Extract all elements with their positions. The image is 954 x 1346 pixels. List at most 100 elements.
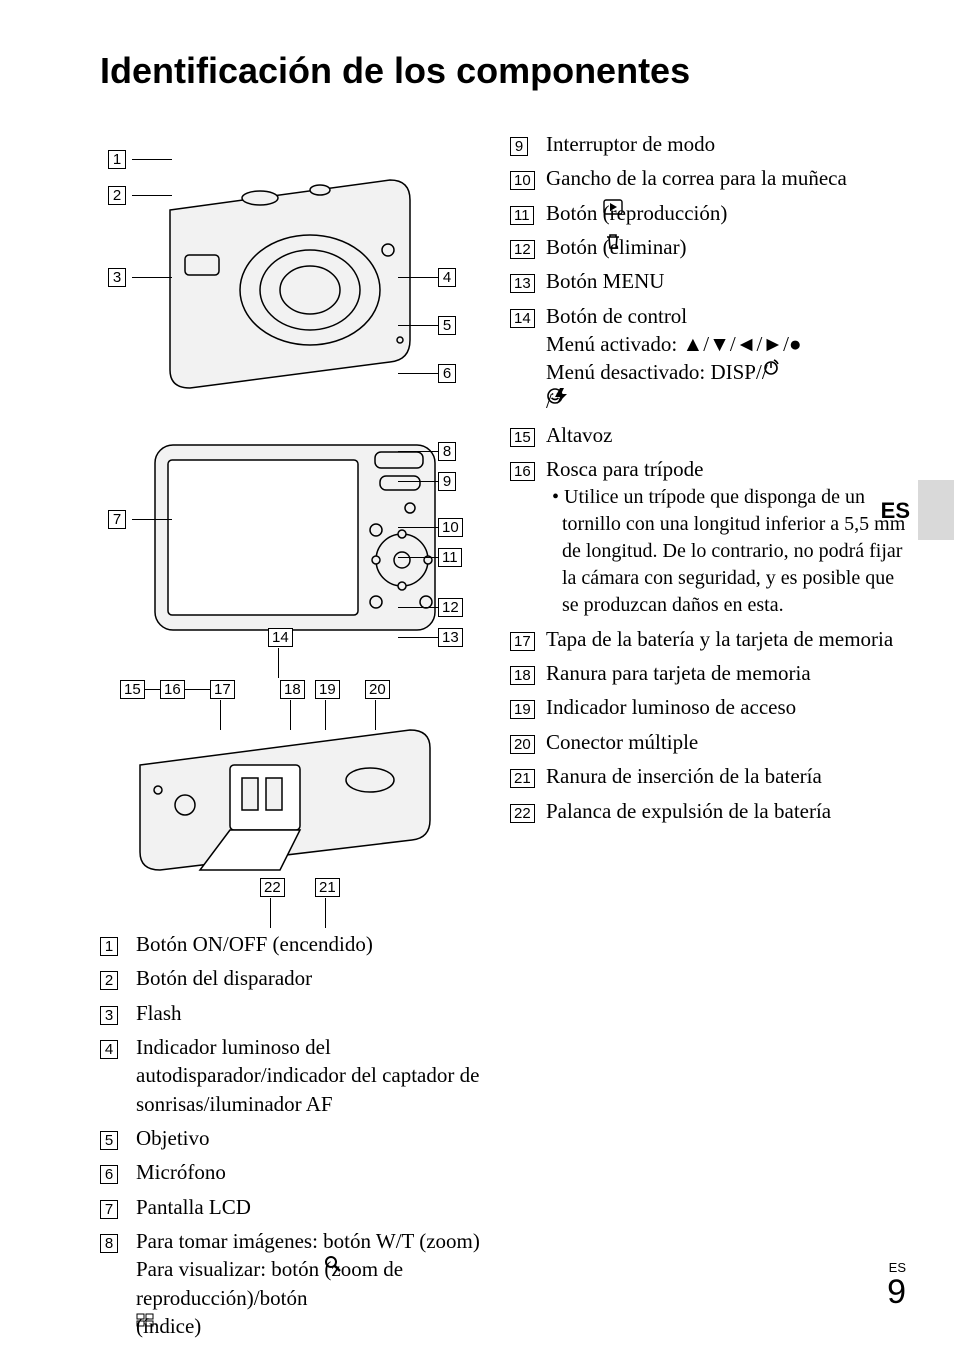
component-item-19: 19 Indicador luminoso de acceso — [510, 693, 909, 721]
item-text: Botón ON/OFF (encendido) — [136, 930, 480, 958]
item-text: Rosca para trípode Utilice un trípode qu… — [546, 455, 909, 618]
component-item-6: 6 Micrófono — [100, 1158, 480, 1186]
left-column: 12345678910111213141516171819202122 1 Bo… — [100, 120, 480, 1346]
item-number: 14 — [510, 309, 535, 328]
component-item-22: 22 Palanca de expulsión de la batería — [510, 797, 909, 825]
item-number: 18 — [510, 666, 535, 685]
camera-back-illustration — [150, 430, 440, 640]
camera-bottom-illustration — [130, 710, 440, 880]
item-text: Interruptor de modo — [546, 130, 909, 158]
item-text: Palanca de expulsión de la batería — [546, 797, 909, 825]
item-number: 7 — [100, 1200, 118, 1219]
item-number: 19 — [510, 700, 535, 719]
item-text: Tapa de la batería y la tarjeta de memor… — [546, 625, 909, 653]
item-text: Botón del disparador — [136, 964, 480, 992]
item-number: 9 — [510, 137, 528, 156]
item-text: Gancho de la correa para la muñeca — [546, 164, 909, 192]
callout-21: 21 — [315, 878, 340, 897]
item-number: 15 — [510, 428, 535, 447]
item-number: 3 — [100, 1006, 118, 1025]
callout-8: 8 — [438, 442, 456, 461]
component-list-right: 9 Interruptor de modo 10 Gancho de la co… — [510, 130, 909, 825]
callout-12: 12 — [438, 598, 463, 617]
item-text: Pantalla LCD — [136, 1193, 480, 1221]
callout-9: 9 — [438, 472, 456, 491]
component-item-18: 18 Ranura para tarjeta de memoria — [510, 659, 909, 687]
item-text: Botón (reproducción) — [546, 199, 909, 227]
item-text: Indicador luminoso del autodisparador/in… — [136, 1033, 480, 1118]
page-footer: ES 9 — [887, 1260, 906, 1309]
component-item-4: 4 Indicador luminoso del autodisparador/… — [100, 1033, 480, 1118]
content-columns: 12345678910111213141516171819202122 1 Bo… — [100, 120, 909, 1346]
item-number: 22 — [510, 804, 535, 823]
callout-5: 5 — [438, 316, 456, 335]
item-number: 17 — [510, 632, 535, 651]
component-item-11: 11 Botón (reproducción) — [510, 199, 909, 227]
item-text: Para tomar imágenes: botón W/T (zoom) Pa… — [136, 1227, 480, 1340]
camera-diagram: 12345678910111213141516171819202122 — [100, 120, 470, 920]
footer-page-number: 9 — [887, 1273, 906, 1311]
component-item-17: 17 Tapa de la batería y la tarjeta de me… — [510, 625, 909, 653]
callout-7: 7 — [108, 510, 126, 529]
callout-14: 14 — [268, 628, 293, 647]
component-item-21: 21 Ranura de inserción de la batería — [510, 762, 909, 790]
item-text: Indicador luminoso de acceso — [546, 693, 909, 721]
item-number: 20 — [510, 735, 535, 754]
item-number: 1 — [100, 937, 118, 956]
item-text: Conector múltiple — [546, 728, 909, 756]
item-text: Flash — [136, 999, 480, 1027]
page-title: Identificación de los componentes — [100, 50, 909, 92]
callout-3: 3 — [108, 268, 126, 287]
component-item-10: 10 Gancho de la correa para la muñeca — [510, 164, 909, 192]
item-number: 5 — [100, 1131, 118, 1150]
callout-10: 10 — [438, 518, 463, 537]
item-text: Micrófono — [136, 1158, 480, 1186]
component-item-16: 16 Rosca para trípode Utilice un trípode… — [510, 455, 909, 618]
callout-18: 18 — [280, 680, 305, 699]
component-item-1: 1 Botón ON/OFF (encendido) — [100, 930, 480, 958]
item-text: Ranura de inserción de la batería — [546, 762, 909, 790]
item-number: 10 — [510, 171, 535, 190]
component-item-5: 5 Objetivo — [100, 1124, 480, 1152]
item-16-note: Utilice un trípode que disponga de un to… — [546, 484, 909, 619]
item-text: Botón (eliminar) — [546, 233, 909, 261]
component-item-2: 2 Botón del disparador — [100, 964, 480, 992]
callout-17: 17 — [210, 680, 235, 699]
callout-20: 20 — [365, 680, 390, 699]
callout-1: 1 — [108, 150, 126, 169]
callout-22: 22 — [260, 878, 285, 897]
item-number: 2 — [100, 971, 118, 990]
component-item-9: 9 Interruptor de modo — [510, 130, 909, 158]
item-text: Ranura para tarjeta de memoria — [546, 659, 909, 687]
language-tab — [918, 480, 954, 540]
item-number: 12 — [510, 240, 535, 259]
callout-15: 15 — [120, 680, 145, 699]
item-number: 6 — [100, 1165, 118, 1184]
item-number: 11 — [510, 206, 534, 225]
component-item-13: 13 Botón MENU — [510, 267, 909, 295]
component-item-7: 7 Pantalla LCD — [100, 1193, 480, 1221]
callout-2: 2 — [108, 186, 126, 205]
callout-16: 16 — [160, 680, 185, 699]
language-label: ES — [881, 498, 910, 524]
component-item-8: 8 Para tomar imágenes: botón W/T (zoom) … — [100, 1227, 480, 1340]
item-text: Botón de control Menú activado: ▲/▼/◄/►/… — [546, 302, 909, 415]
callout-4: 4 — [438, 268, 456, 287]
right-column: 9 Interruptor de modo 10 Gancho de la co… — [510, 120, 909, 1346]
item-text: Altavoz — [546, 421, 909, 449]
component-list-left: 1 Botón ON/OFF (encendido) 2 Botón del d… — [100, 930, 480, 1340]
callout-19: 19 — [315, 680, 340, 699]
component-item-14: 14 Botón de control Menú activado: ▲/▼/◄… — [510, 302, 909, 415]
item-number: 21 — [510, 769, 535, 788]
callout-11: 11 — [438, 548, 462, 567]
item-text: Objetivo — [136, 1124, 480, 1152]
item-number: 16 — [510, 462, 535, 481]
callout-13: 13 — [438, 628, 463, 647]
component-item-15: 15 Altavoz — [510, 421, 909, 449]
callout-6: 6 — [438, 364, 456, 383]
item-number: 4 — [100, 1040, 118, 1059]
component-item-12: 12 Botón (eliminar) — [510, 233, 909, 261]
item-text: Botón MENU — [546, 267, 909, 295]
camera-front-illustration — [150, 140, 430, 400]
item-number: 13 — [510, 274, 535, 293]
